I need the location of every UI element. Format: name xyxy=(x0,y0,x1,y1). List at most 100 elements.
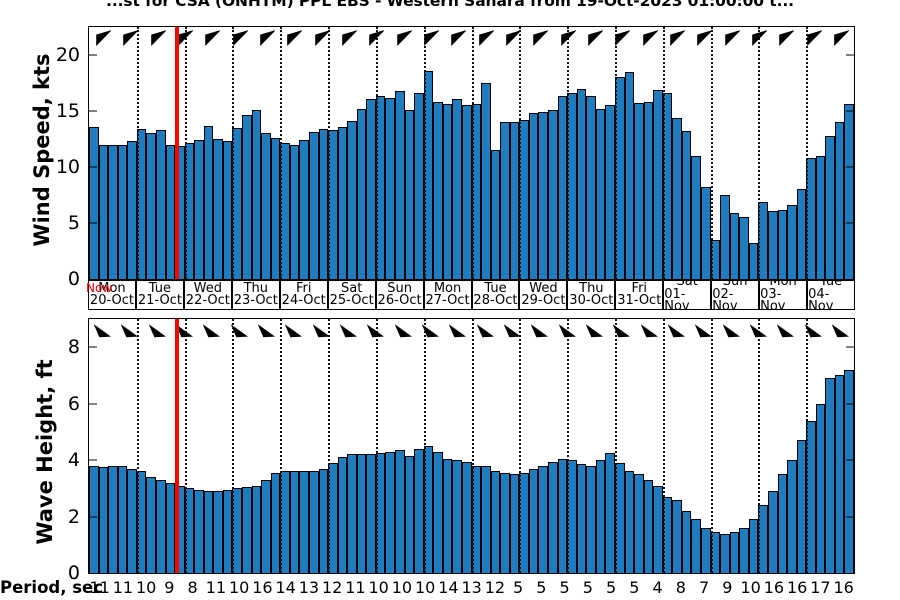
page-title: ...st for CSA (ONHTM) PPL EBS - Western … xyxy=(106,0,794,10)
wave-height-bar xyxy=(414,448,424,573)
wind-speed-bar xyxy=(299,140,309,279)
date-axis-date: 30-Oct xyxy=(569,293,614,308)
wave-day-gridline xyxy=(423,319,426,573)
date-axis-weekday: Mon xyxy=(769,281,797,290)
date-axis-day-cell: Sun 26-Oct xyxy=(377,281,425,309)
period-value: 16 xyxy=(763,578,785,597)
wind-speed-bar xyxy=(624,71,635,279)
wave-y-tick-mark-right xyxy=(846,403,854,405)
period-value: 12 xyxy=(484,578,506,597)
wave-height-bar xyxy=(729,532,740,573)
wave-height-bar xyxy=(433,451,443,573)
wind-speed-bar xyxy=(155,130,166,279)
wind-speed-bar xyxy=(146,133,156,279)
wind-speed-bar xyxy=(767,210,778,279)
wave-height-bar xyxy=(605,453,615,573)
date-axis-date: 31-Oct xyxy=(617,293,662,308)
date-axis-weekday: Sun xyxy=(722,281,748,290)
wave-height-bar xyxy=(98,467,109,573)
wind-y-tick-mark-right xyxy=(846,166,854,168)
wind-speed-bar xyxy=(605,105,615,279)
period-value: 10 xyxy=(135,578,157,597)
wind-speed-bar xyxy=(796,189,807,279)
date-axis-day-cell: Tue 21-Oct xyxy=(137,281,185,309)
period-value: 11 xyxy=(205,578,227,597)
wave-day-gridline xyxy=(471,319,474,573)
date-axis-weekday: Thu xyxy=(243,281,268,296)
wind-day-gridline xyxy=(423,27,426,279)
wind-day-gridline xyxy=(710,27,713,279)
wave-height-bar xyxy=(356,454,367,573)
wind-speed-bar xyxy=(720,195,730,279)
wind-y-tick-mark xyxy=(89,54,97,56)
wind-y-tick-label: 10 xyxy=(55,156,80,178)
wave-height-bar xyxy=(844,369,854,573)
wave-height-bar xyxy=(767,491,778,573)
wave-height-bar xyxy=(194,489,204,573)
wind-speed-bar xyxy=(729,212,740,279)
date-axis-date: 02-Nov xyxy=(712,286,738,309)
wind-speed-plot: 0 5 10 15 20 xyxy=(56,26,855,290)
date-axis-day-cell: Sat 01-Nov xyxy=(664,281,713,309)
wave-height-bar xyxy=(117,465,128,573)
wind-y-tick-mark xyxy=(89,222,97,224)
wave-height-bar xyxy=(528,468,539,573)
wave-height-bar xyxy=(461,461,472,573)
wind-y-tick-label: 5 xyxy=(67,212,80,234)
wind-y-tick-mark xyxy=(89,166,97,168)
date-axis-day-cell: Sun 02-Nov xyxy=(712,281,761,309)
wave-y-tick-mark xyxy=(89,459,97,461)
wind-speed-bar xyxy=(308,132,319,279)
date-axis-weekday: Mon xyxy=(98,281,126,296)
date-axis-strip: Mon 20-Oct Tue 21-Oct Wed 22-Oct Thu 23-Oct Fri 2… xyxy=(88,280,855,310)
wave-height-bar xyxy=(289,471,300,573)
wave-height-bar xyxy=(748,519,759,573)
date-axis-date: 21-Oct xyxy=(137,293,182,308)
wave-height-bar xyxy=(720,533,730,573)
date-axis-day-cell: Mon 27-Oct xyxy=(425,281,473,309)
wave-day-gridline xyxy=(375,319,378,573)
wind-speed-bar xyxy=(356,108,367,279)
period-value: 5 xyxy=(513,578,524,597)
wind-speed-bar xyxy=(643,102,654,279)
wave-day-gridline xyxy=(328,319,331,573)
wave-height-bar xyxy=(89,465,99,573)
date-axis-day-cell: Sat 25-Oct xyxy=(329,281,377,309)
wave-height-bar xyxy=(500,472,510,573)
wave-height-bar xyxy=(548,461,558,573)
wind-speed-bar xyxy=(433,102,443,279)
wind-speed-bar xyxy=(414,93,424,279)
wind-day-gridline xyxy=(614,27,617,279)
wind-speed-bar xyxy=(194,140,204,279)
period-value: 4 xyxy=(652,578,663,597)
wave-height-bar xyxy=(815,403,826,573)
date-axis-day-cell: Tue 28-Oct xyxy=(473,281,521,309)
wind-speed-bar xyxy=(691,155,701,279)
period-axis-label: Period, sec xyxy=(0,578,104,597)
wave-height-bar xyxy=(595,460,606,573)
wave-height-bar xyxy=(490,471,501,573)
wind-speed-bar xyxy=(777,209,788,279)
wind-day-gridline xyxy=(806,27,809,279)
wind-speed-bar xyxy=(701,187,711,279)
wave-day-gridline xyxy=(710,319,713,573)
wind-day-gridline xyxy=(184,27,187,279)
wave-day-gridline xyxy=(136,319,139,573)
wind-speed-bar xyxy=(825,135,835,279)
date-axis-weekday: Wed xyxy=(193,281,223,296)
date-axis-date: 24-Oct xyxy=(281,293,326,308)
wave-height-bar xyxy=(691,519,701,573)
wave-height-bar xyxy=(146,477,156,573)
date-axis-date: 03-Nov xyxy=(760,286,786,309)
wave-height-bar xyxy=(251,485,262,573)
date-axis-weekday: Sun xyxy=(387,281,412,296)
wave-height-bar xyxy=(739,527,749,573)
wave-day-gridline xyxy=(567,319,570,573)
wind-speed-bar xyxy=(834,122,845,279)
wind-day-gridline xyxy=(375,27,378,279)
period-value: 11 xyxy=(89,578,110,597)
wind-speed-bar xyxy=(289,144,300,279)
period-value: 5 xyxy=(559,578,570,597)
wind-y-tick-label: 0 xyxy=(67,268,80,290)
